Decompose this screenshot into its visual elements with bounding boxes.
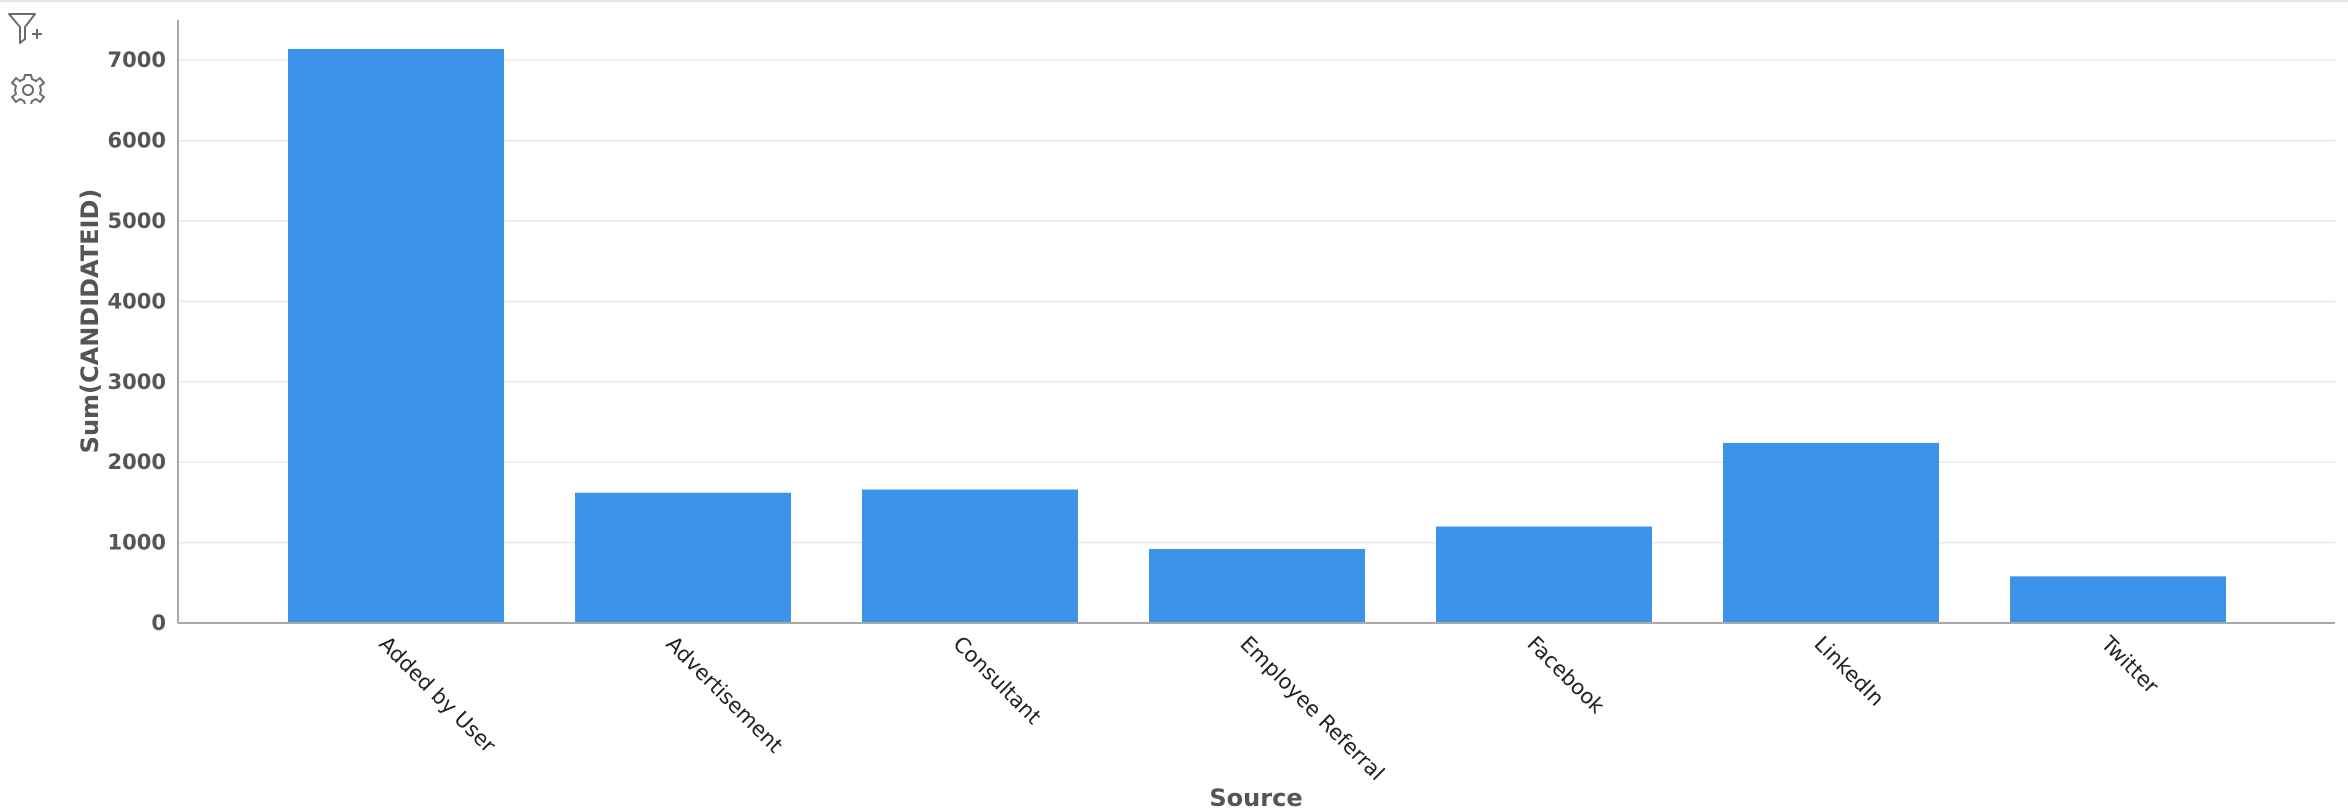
settings-button[interactable] <box>6 64 46 104</box>
bar[interactable] <box>1436 526 1652 623</box>
x-category-label: Twitter <box>2096 631 2164 699</box>
y-tick-label: 3000 <box>108 370 166 394</box>
chart-toolbar <box>6 10 50 118</box>
y-tick-label: 5000 <box>108 209 166 233</box>
x-axis-category-labels: Added by User Advertisement Consultant Empl… <box>374 631 2163 785</box>
x-category-label: Facebook <box>1522 632 1609 719</box>
bar[interactable] <box>288 48 504 624</box>
x-category-label: LinkedIn <box>1809 632 1888 711</box>
y-tick-label: 0 <box>151 611 166 635</box>
y-axis-title: Sum(CANDIDATEID) <box>76 189 104 454</box>
filter-plus-icon <box>8 13 42 44</box>
y-tick-label: 4000 <box>108 289 166 313</box>
y-axis-ticks: 0 1000 2000 3000 4000 5000 6000 7000 <box>108 48 166 635</box>
y-tick-label: 1000 <box>108 531 166 555</box>
bar[interactable] <box>862 489 1078 623</box>
x-category-label: Employee Referral <box>1235 632 1389 786</box>
bar[interactable] <box>2010 576 2226 623</box>
y-tick-label: 6000 <box>108 129 166 153</box>
add-filter-button[interactable] <box>6 10 46 50</box>
x-category-label: Added by User <box>374 632 500 758</box>
bar[interactable] <box>1149 549 1365 623</box>
y-tick-label: 7000 <box>108 48 166 72</box>
bars <box>288 48 2226 624</box>
top-border <box>0 0 2348 2</box>
gear-icon <box>11 74 45 104</box>
x-category-label: Consultant <box>948 632 1045 729</box>
y-tick-label: 2000 <box>108 450 166 474</box>
x-axis-title: Source <box>1209 784 1302 808</box>
bar[interactable] <box>1723 442 1939 623</box>
gridlines <box>178 59 2335 544</box>
bar[interactable] <box>575 492 791 623</box>
x-category-label: Advertisement <box>661 632 787 758</box>
